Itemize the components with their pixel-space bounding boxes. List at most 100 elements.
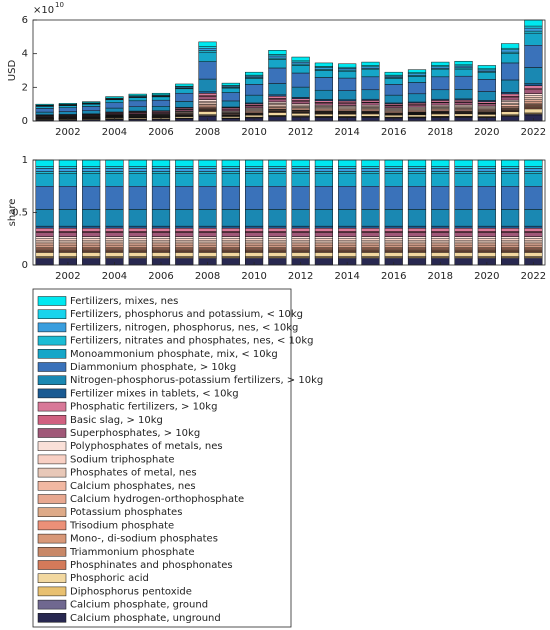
bar-segment [128, 252, 147, 257]
bar-segment [407, 252, 427, 257]
bar-segment [244, 78, 264, 85]
bar-segment [454, 242, 473, 246]
bar-segment [175, 258, 194, 266]
x-tick-label: 2012 [288, 127, 313, 138]
bar-segment [338, 100, 357, 103]
bar-segment [361, 61, 380, 66]
bar-segment [105, 159, 124, 167]
bar-segment [431, 100, 450, 103]
bar-segment [198, 186, 217, 210]
bar-segment [477, 171, 496, 174]
x-tick-label: 2004 [102, 127, 127, 138]
bar-segment [524, 171, 543, 174]
bar-segment [268, 258, 287, 266]
bar-segment [175, 171, 194, 174]
bar-segment [175, 240, 194, 244]
x-tick-label: 2008 [195, 271, 220, 282]
bar-segment [384, 242, 403, 246]
bar-segment [268, 252, 287, 257]
bar-segment [268, 173, 287, 187]
bar-segment [291, 56, 310, 62]
bar-segment [314, 242, 334, 246]
bar-segment [500, 168, 520, 172]
bar-segment [291, 232, 310, 237]
bar-segment [524, 244, 543, 248]
bar-segment [268, 232, 287, 237]
bar-segment [268, 236, 287, 239]
bar-segment [128, 242, 147, 246]
bar-segment [477, 238, 496, 242]
bar-segment [431, 166, 450, 169]
bar-segment [151, 159, 171, 167]
bar-segment [82, 240, 101, 244]
bar-segment [361, 228, 380, 232]
legend-swatch [37, 599, 67, 610]
bar-segment [384, 84, 403, 96]
bar-segment [221, 240, 240, 244]
bar-segment [198, 41, 217, 47]
legend-label: Diphosphorus pentoxide [70, 586, 192, 597]
bar-segment [407, 117, 427, 122]
x-tick-label: 2016 [381, 271, 406, 282]
bar-segment [244, 225, 264, 229]
bar-segment [314, 225, 334, 229]
bar-segment [221, 100, 240, 108]
y-tick-label: 0.5 [12, 208, 28, 219]
bar-segment [151, 209, 171, 227]
legend-swatch [37, 296, 67, 306]
x-tick-label: 2004 [102, 271, 127, 282]
legend-label: Superphosphates, > 10kg [70, 428, 200, 439]
legend-label: Fertilizers, mixes, nes [70, 296, 178, 307]
bar-segment [500, 186, 520, 210]
bar-segment [175, 238, 194, 242]
bar-segment [221, 242, 240, 246]
bar-segment [431, 66, 450, 69]
bar-segment [361, 244, 380, 248]
bar-segment [384, 232, 403, 237]
bar-segment [244, 168, 264, 172]
bar-segment [407, 186, 427, 210]
bar-segment [198, 238, 217, 242]
bar-segment [291, 209, 310, 227]
bar-segment [175, 173, 194, 187]
legend-swatch [37, 309, 67, 319]
y-tick-label: 0 [22, 260, 28, 271]
legend-label: Phosphatic fertilizers, > 10kg [70, 402, 217, 413]
bar-segment [361, 168, 380, 172]
bar-segment [128, 236, 147, 239]
bar-segment [454, 186, 473, 210]
bar-segment [384, 238, 403, 242]
bar-segment [82, 106, 101, 111]
bar-segment [198, 96, 217, 100]
bar-segment [338, 228, 357, 232]
bar-segment [361, 209, 380, 227]
bar-segment [82, 171, 101, 174]
bar-segment [454, 166, 473, 169]
bar-segment [454, 258, 473, 266]
bar-segment [175, 209, 194, 227]
legend-label: Calcium phosphates, nes [70, 481, 196, 492]
x-tick-label: 2002 [55, 271, 80, 282]
bar-segment [524, 238, 543, 242]
legend-swatch [37, 560, 67, 570]
bar-segment [384, 228, 403, 232]
x-tick-label: 2020 [474, 271, 499, 282]
bar-segment [454, 68, 473, 77]
bar-segment [454, 232, 473, 237]
bar-segment [524, 101, 543, 105]
bar-segment [82, 110, 101, 115]
bar-segment [407, 232, 427, 237]
bar-segment [175, 83, 194, 87]
bar-segment [35, 242, 54, 246]
bar-segment [151, 225, 171, 229]
bar-segment [198, 252, 217, 257]
bar-segment [244, 236, 264, 239]
bar-segment [338, 236, 357, 239]
bar-segment [361, 232, 380, 237]
bar-segment [524, 19, 543, 27]
bar-segment [338, 244, 357, 248]
bar-segment [454, 168, 473, 172]
bar-segment [35, 240, 54, 244]
bar-segment [58, 166, 78, 169]
bar-segment [105, 209, 124, 227]
